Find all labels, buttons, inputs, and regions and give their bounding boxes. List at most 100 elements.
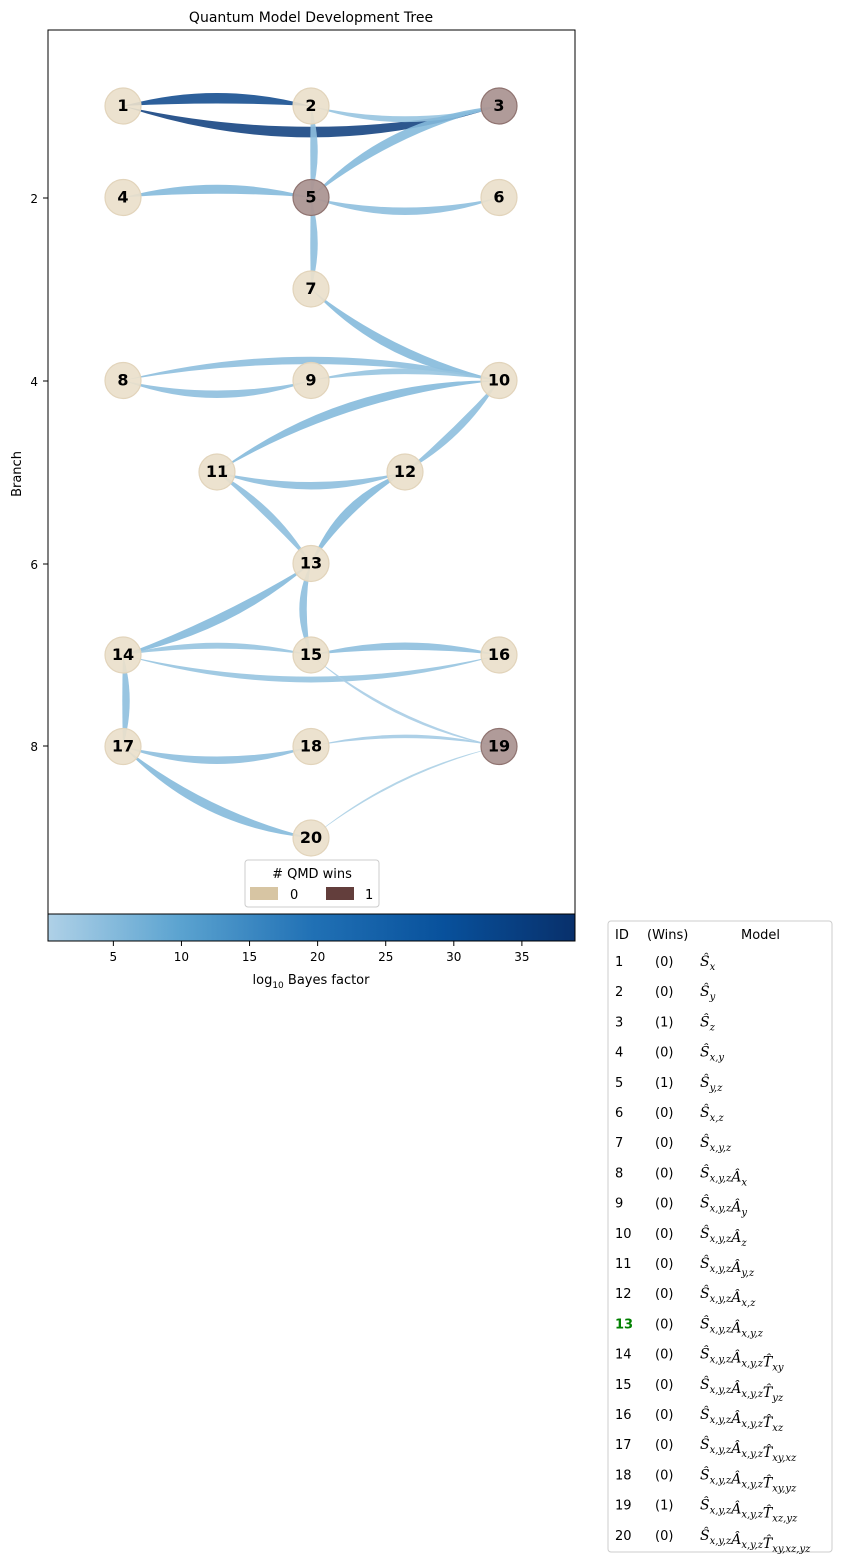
table-cell-id: 7 (615, 1136, 623, 1151)
node-11[interactable]: 11 (198, 453, 236, 491)
node-label: 9 (305, 371, 316, 390)
table-cell-wins: (0) (655, 985, 673, 1000)
table-cell-model: Ŝx,y,zÂx,y,zT̂xy,xz,yz (700, 1526, 811, 1555)
edge-14-16 (123, 655, 499, 683)
table-cell-id: 18 (615, 1468, 632, 1483)
edge-9-10 (311, 368, 499, 381)
node-label: 15 (300, 645, 322, 664)
colorbar-label: log10 Bayes factor (253, 973, 371, 991)
legend-swatch-1 (326, 887, 354, 900)
node-circle (104, 87, 142, 125)
colorbar: 5 10 15 20 25 30 35 log10 Bayes factor (47, 913, 576, 991)
node-label: 19 (488, 737, 510, 756)
node-19[interactable]: 19 (480, 727, 518, 766)
node-16[interactable]: 16 (480, 636, 518, 674)
table-cell-model: Ŝx,y,zÂz (700, 1224, 747, 1249)
table-cell-model: Ŝx,y,zÂx,y,zT̂xz (700, 1405, 784, 1434)
node-label: 20 (300, 828, 322, 847)
table-cell-wins: (1) (655, 1499, 673, 1514)
edge-8-10 (123, 356, 499, 381)
colorbar-gradient (47, 913, 576, 942)
table-row: 9 (0) Ŝx,y,zÂy (615, 1194, 747, 1219)
table-cell-id: 9 (615, 1197, 623, 1212)
node-circle (104, 727, 142, 766)
table-cell-id: 3 (615, 1015, 623, 1030)
node-label: 11 (206, 462, 228, 481)
node-12[interactable]: 12 (386, 453, 424, 491)
table-cell-model: Ŝx,y,zÂx,y,zT̂xz,yz (700, 1496, 798, 1525)
table-cell-id: 17 (615, 1438, 632, 1453)
table-cell-wins: (0) (655, 955, 673, 970)
node-label: 7 (305, 279, 316, 298)
table-cell-model: Ŝx,y,zÂx (700, 1163, 747, 1188)
node-label: 1 (117, 96, 128, 115)
node-18[interactable]: 18 (292, 727, 330, 766)
node-7[interactable]: 7 (292, 270, 330, 308)
node-circle (104, 636, 142, 674)
table-cell-id: 4 (615, 1046, 623, 1061)
node-circle (292, 178, 330, 217)
table-cell-model: Ŝx,y,zÂx,y,z (700, 1314, 764, 1339)
table-cell-wins: (0) (655, 1529, 673, 1544)
table-row: 2 (0) Ŝy (615, 982, 716, 1003)
table-cell-id: 16 (615, 1408, 632, 1423)
table-row: 17 (0) Ŝx,y,zÂx,y,zT̂xy,xz (615, 1435, 797, 1464)
node-8[interactable]: 8 (104, 361, 142, 400)
node-10[interactable]: 10 (480, 361, 518, 400)
table-cell-wins: (0) (655, 1257, 673, 1272)
node-label: 2 (305, 96, 316, 115)
table-cell-wins: (0) (655, 1378, 673, 1393)
node-6[interactable]: 6 (480, 178, 518, 217)
node-circle (104, 361, 142, 400)
table-cell-id: 10 (615, 1227, 632, 1242)
table-cell-model: Ŝx,y,zÂy (700, 1194, 747, 1219)
node-14[interactable]: 14 (104, 636, 142, 674)
table-row: 11 (0) Ŝx,y,zÂy,z (615, 1254, 755, 1279)
table-row: 16 (0) Ŝx,y,zÂx,y,zT̂xz (615, 1405, 784, 1434)
node-circle (292, 727, 330, 766)
y-axis: 2 4 6 8 Branch (10, 192, 48, 754)
edge-4-5 (123, 184, 311, 198)
node-20[interactable]: 20 (292, 819, 330, 857)
table-cell-model: Ŝx,z (700, 1103, 724, 1124)
table-row: 14 (0) Ŝx,y,zÂx,y,zT̂xy (615, 1345, 784, 1374)
colorbar-tick-label: 25 (378, 950, 393, 964)
table-cell-wins: (0) (655, 1136, 673, 1151)
node-circle (480, 636, 518, 674)
table-cell-wins: (1) (655, 1015, 673, 1030)
node-15[interactable]: 15 (292, 636, 330, 674)
node-13[interactable]: 13 (292, 544, 330, 583)
node-label: 8 (117, 371, 128, 390)
node-circle (386, 453, 424, 491)
node-9[interactable]: 9 (292, 361, 330, 400)
node-3[interactable]: 3 (480, 87, 518, 125)
table-cell-model: Ŝx,y (700, 1043, 724, 1064)
node-1[interactable]: 1 (104, 87, 142, 125)
table-cell-id: 14 (615, 1348, 632, 1363)
table-cell-wins: (0) (655, 1166, 673, 1181)
legend: # QMD wins 0 1 (244, 859, 380, 908)
edge-2-5 (310, 106, 318, 198)
node-label: 17 (112, 737, 134, 756)
table-cell-id: 2 (615, 985, 623, 1000)
table-row: 3 (1) Ŝz (615, 1012, 716, 1033)
table-cell-model: Ŝx,y,zÂx,y,zT̂xy,xz (700, 1435, 797, 1464)
table-cell-model: Ŝy,z (700, 1073, 723, 1094)
node-5[interactable]: 5 (292, 178, 330, 217)
y-tick-label: 6 (30, 558, 38, 572)
node-circle (480, 87, 518, 125)
legend-title: # QMD wins (272, 867, 352, 882)
node-2[interactable]: 2 (292, 87, 330, 125)
node-circle (480, 361, 518, 400)
edge-17-18 (123, 746, 311, 764)
edge-14-17 (122, 655, 130, 747)
node-circle (198, 453, 236, 491)
table-row: 15 (0) Ŝx,y,zÂx,y,zT̂yz (615, 1375, 784, 1404)
table-cell-wins: (0) (655, 1106, 673, 1121)
node-17[interactable]: 17 (104, 727, 142, 766)
table-cell-id: 20 (615, 1529, 632, 1544)
model-table-box (607, 920, 833, 1553)
node-circle (292, 819, 330, 857)
node-4[interactable]: 4 (104, 178, 142, 217)
